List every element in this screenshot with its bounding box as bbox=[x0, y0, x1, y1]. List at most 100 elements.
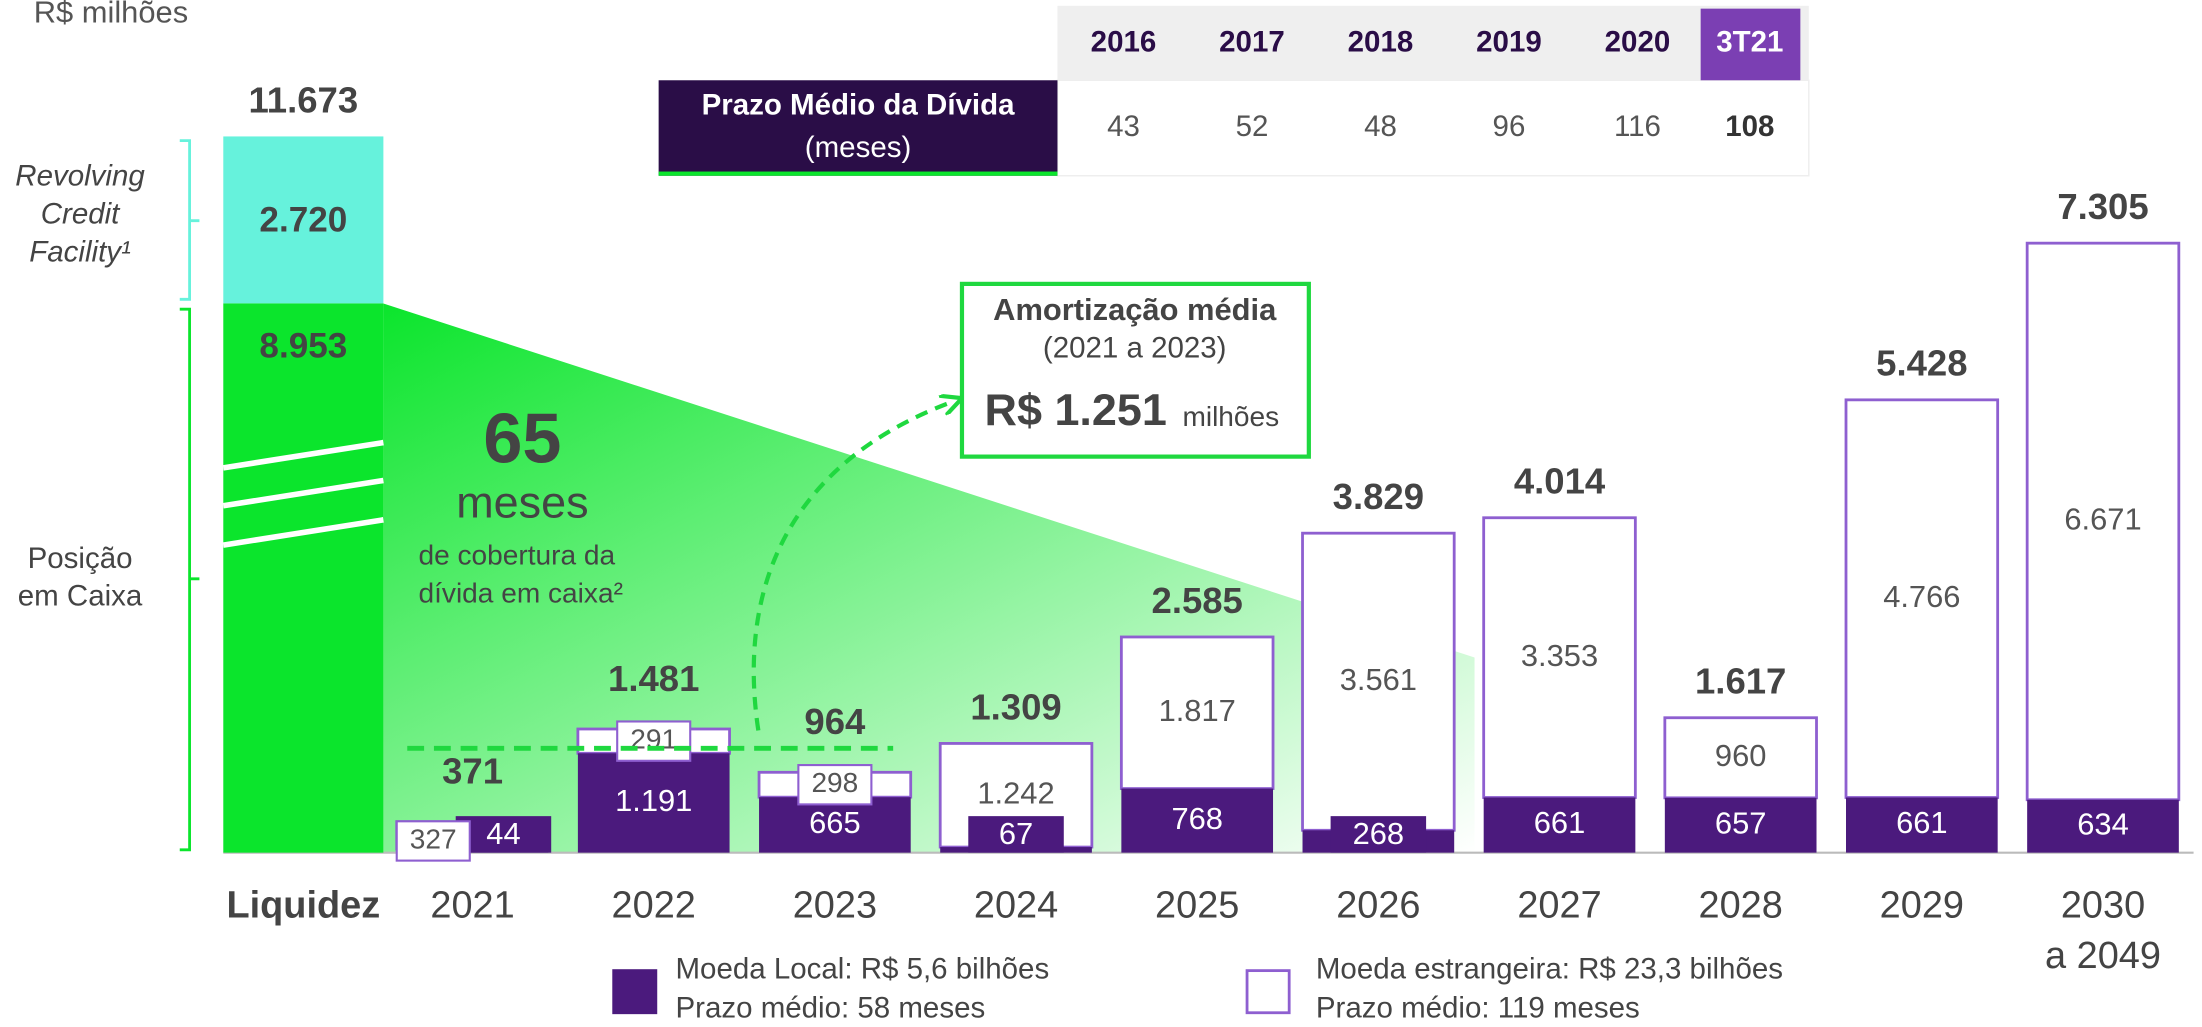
bar-local bbox=[2027, 799, 2179, 853]
label-box bbox=[395, 820, 471, 862]
row-unit: (meses) bbox=[805, 131, 911, 164]
column-header: 3T21 bbox=[1716, 26, 1783, 59]
cell: 108 bbox=[1725, 110, 1774, 143]
table-body-bg bbox=[1056, 79, 1810, 177]
bar-local bbox=[1121, 788, 1274, 853]
cell: 96 bbox=[1493, 110, 1526, 143]
segment-label: 327 bbox=[410, 823, 457, 854]
x-tick-label: 2029 bbox=[1880, 884, 1964, 926]
bracket bbox=[179, 307, 200, 852]
x-tick-label: 2023 bbox=[793, 884, 877, 926]
segment-label: 2.720 bbox=[259, 200, 347, 239]
amortization-unit: milhões bbox=[1182, 401, 1279, 432]
coverage-text: de cobertura da dívida em caixa² bbox=[418, 540, 622, 609]
amortization-title: Amortização média bbox=[993, 292, 1277, 327]
total-label: 1.617 bbox=[1695, 661, 1786, 702]
cell: 43 bbox=[1107, 110, 1140, 143]
total-label: 1.309 bbox=[970, 686, 1061, 727]
segment-label: 634 bbox=[2077, 806, 2129, 841]
bar-foreign bbox=[1844, 398, 2000, 799]
liquidity-segment bbox=[223, 136, 384, 304]
segment-label: 657 bbox=[1715, 805, 1767, 840]
bracket-label: Posição em Caixa bbox=[18, 542, 143, 613]
column-header: 2017 bbox=[1219, 26, 1285, 59]
bar-foreign bbox=[1663, 716, 1818, 800]
x-tick-label: 2022 bbox=[612, 884, 696, 926]
segment-label: 6.671 bbox=[2064, 502, 2141, 537]
x-tick-label: 2028 bbox=[1699, 884, 1783, 926]
bar-local bbox=[577, 753, 730, 853]
segment-label: 1.817 bbox=[1159, 693, 1236, 728]
segment-label: 8.953 bbox=[259, 327, 347, 366]
column-header: 2016 bbox=[1091, 26, 1157, 59]
segment-label: 1.242 bbox=[977, 775, 1054, 810]
segment-label: 4.766 bbox=[1883, 579, 1960, 614]
segment-label: 298 bbox=[811, 767, 858, 798]
header-highlight bbox=[1700, 8, 1801, 81]
bar-foreign bbox=[1119, 635, 1275, 790]
amortization-period: (2021 a 2023) bbox=[1043, 332, 1227, 365]
bar-foreign bbox=[1301, 531, 1456, 832]
label-box bbox=[455, 816, 552, 853]
bar-local bbox=[759, 797, 911, 853]
table-header-bg bbox=[1057, 5, 1809, 81]
label-box bbox=[968, 816, 1064, 853]
total-label: 964 bbox=[804, 701, 866, 742]
x-tick-label: 2024 bbox=[974, 884, 1058, 926]
x-tick-label: 2030 a 2049 bbox=[2045, 884, 2161, 977]
legend-note: Prazo médio: 119 meses bbox=[1316, 992, 1640, 1025]
total-label: 371 bbox=[442, 751, 503, 792]
segment-label: 44 bbox=[486, 816, 520, 851]
segment-label: 960 bbox=[1715, 738, 1767, 773]
cell: 52 bbox=[1236, 110, 1269, 143]
segment-label: 661 bbox=[1896, 805, 1948, 840]
x-tick-label: 2026 bbox=[1336, 884, 1420, 926]
arrow bbox=[751, 402, 952, 731]
bracket-label: Revolving Credit Facility¹ bbox=[15, 160, 145, 269]
row-label-underline bbox=[658, 171, 1058, 176]
segment-label: 665 bbox=[809, 805, 861, 840]
coverage-value: 65 bbox=[483, 399, 561, 478]
bar-foreign bbox=[1482, 516, 1637, 799]
segment-label: 1.191 bbox=[615, 783, 692, 818]
x-tick-label: Liquidez bbox=[226, 884, 380, 926]
label-box bbox=[1330, 816, 1427, 853]
row-label: Prazo Médio da Dívida bbox=[702, 89, 1016, 122]
total-label: 3.829 bbox=[1333, 476, 1424, 517]
column-header: 2018 bbox=[1348, 26, 1414, 59]
segment-label: 67 bbox=[999, 816, 1033, 851]
bar-local bbox=[1664, 797, 1817, 853]
total-label: 7.305 bbox=[2057, 186, 2148, 227]
legend-swatch bbox=[1245, 969, 1291, 1015]
x-tick-label: 2021 bbox=[430, 884, 514, 926]
unit-label: R$ milhões bbox=[34, 0, 188, 29]
legend-label: Moeda estrangeira: R$ 23,3 bilhões bbox=[1316, 952, 1783, 985]
label-box bbox=[616, 720, 692, 762]
total-label: 2.585 bbox=[1152, 580, 1243, 621]
legend-label: Moeda Local: R$ 5,6 bilhões bbox=[675, 952, 1049, 985]
x-tick-label: 2027 bbox=[1517, 884, 1601, 926]
total-label: 1.481 bbox=[608, 658, 699, 699]
legend-note: Prazo médio: 58 meses bbox=[675, 992, 985, 1025]
segment-label: 768 bbox=[1171, 801, 1223, 836]
segment-label: 3.561 bbox=[1340, 662, 1417, 697]
bar-local bbox=[1483, 797, 1636, 853]
bracket bbox=[179, 139, 200, 301]
amortization-box bbox=[959, 281, 1311, 459]
cell: 48 bbox=[1364, 110, 1397, 143]
amortization-label: R$ 1.251 bbox=[985, 384, 1167, 435]
total-label: 11.673 bbox=[249, 79, 359, 120]
bar-foreign bbox=[2025, 241, 2181, 802]
column-header: 2020 bbox=[1605, 26, 1671, 59]
bar-local bbox=[1846, 797, 1998, 853]
cell: 116 bbox=[1614, 110, 1661, 143]
segment-label: 3.353 bbox=[1521, 638, 1598, 673]
x-tick-label: 2025 bbox=[1155, 884, 1239, 926]
axis-break bbox=[222, 439, 384, 548]
coverage-unit: meses bbox=[456, 477, 588, 528]
total-label: 4.014 bbox=[1514, 461, 1606, 502]
segment-label: 661 bbox=[1534, 805, 1586, 840]
label-box bbox=[797, 764, 873, 806]
